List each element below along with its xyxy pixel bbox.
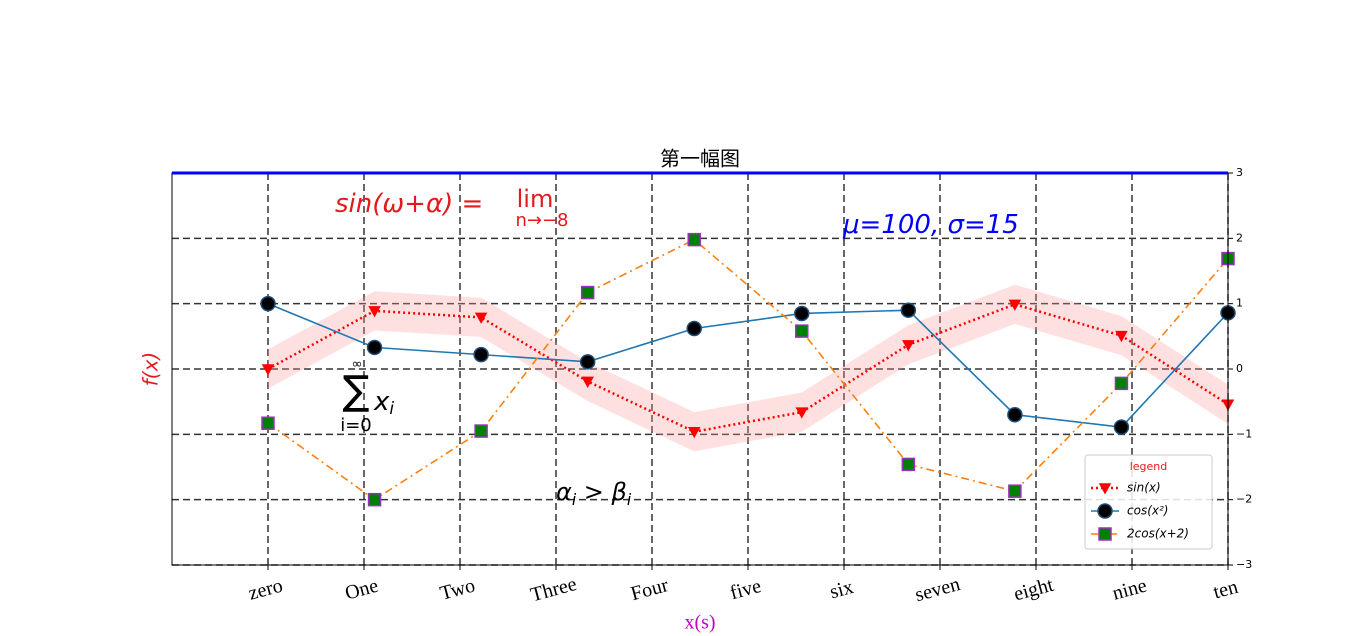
marker <box>687 232 701 247</box>
chart-title: 第一幅图 <box>660 147 740 171</box>
marker <box>474 312 488 324</box>
marker <box>795 407 809 419</box>
annotation-part: n→−8 <box>515 210 568 231</box>
legend-box <box>1084 454 1213 550</box>
legend-label: 2cos(x+2) <box>1127 527 1189 541</box>
x-tick-label: zero <box>246 575 285 605</box>
y-tick-label: −1 <box>1236 427 1252 440</box>
annotation-part: ∞ <box>352 357 363 372</box>
y-tick-label: 0 <box>1236 362 1243 375</box>
marker <box>902 340 915 352</box>
x-tick-label: eight <box>1011 574 1056 606</box>
annotation: ∞ <box>352 357 363 372</box>
x-tick-label: Three <box>528 573 579 606</box>
x-tick-label: One <box>343 575 381 605</box>
annotation: i=0 <box>340 415 372 436</box>
marker <box>1114 376 1129 391</box>
marker <box>900 302 917 318</box>
y-tick-label: 3 <box>1236 166 1243 179</box>
annotation-part: i <box>627 491 632 509</box>
annotation-part: α <box>556 478 572 506</box>
annotation-part: i <box>389 398 394 418</box>
marker <box>581 376 594 388</box>
x-tick-label: Four <box>629 574 672 605</box>
marker <box>261 416 275 430</box>
x-tick-label: five <box>728 575 764 604</box>
x-tick-label: nine <box>1110 575 1149 605</box>
x-tick-label: Two <box>438 574 478 604</box>
annotation: xi <box>373 387 394 419</box>
marker <box>368 306 381 318</box>
marker <box>1008 299 1022 311</box>
band <box>268 284 1228 452</box>
annotation-part: i <box>572 491 577 509</box>
line <box>267 302 1229 428</box>
annotation-part: > β <box>576 478 627 506</box>
y-tick-label: 2 <box>1236 231 1243 244</box>
annotation: μ=100, σ=15 <box>842 210 1019 240</box>
annotation: n→−8 <box>515 210 568 231</box>
marker <box>1098 483 1112 495</box>
marker <box>1115 330 1128 343</box>
y-tick-label: 1 <box>1236 297 1243 310</box>
marker <box>794 305 810 322</box>
marker <box>260 295 276 312</box>
marker <box>473 346 489 363</box>
y-tick-label: −3 <box>1236 558 1252 571</box>
annotation-part: ∑ <box>343 368 370 414</box>
annotation-part: lim <box>517 185 554 213</box>
annotation: ∑ <box>343 368 370 414</box>
marker <box>1008 484 1022 498</box>
line <box>267 238 1229 501</box>
marker <box>795 324 809 338</box>
marker <box>579 354 596 370</box>
marker <box>686 320 702 337</box>
marker <box>366 339 383 356</box>
marker <box>901 457 916 472</box>
marker <box>367 492 382 507</box>
x-tick-label: ten <box>1211 576 1240 604</box>
x-tick-label: seven <box>913 573 963 606</box>
marker <box>1113 419 1130 435</box>
annotation: sin(ω+α) = <box>335 189 483 219</box>
marker <box>474 424 488 438</box>
marker <box>1007 406 1023 423</box>
marker <box>687 426 701 439</box>
marker <box>261 364 275 376</box>
legend-label: sin(x) <box>1127 481 1161 495</box>
annotation-part: i=0 <box>340 415 372 436</box>
y-tick-label: −2 <box>1236 493 1252 506</box>
x-tick-label: six <box>828 576 856 603</box>
y-axis-label: f(x) <box>139 352 163 386</box>
line <box>267 303 1229 434</box>
x-axis-label: x(s) <box>684 612 715 634</box>
annotation: lim <box>517 185 554 213</box>
annotation-part: x <box>373 387 390 417</box>
marker <box>1098 527 1112 541</box>
marker <box>1097 503 1113 519</box>
annotation: αi > βi <box>556 478 632 509</box>
annotation-part: sin(ω+α) = <box>335 189 483 219</box>
legend-title: legend <box>1130 460 1168 473</box>
marker <box>580 285 595 300</box>
legend-label: cos(x²) <box>1127 504 1168 518</box>
annotation-part: μ=100, σ=15 <box>842 210 1019 240</box>
